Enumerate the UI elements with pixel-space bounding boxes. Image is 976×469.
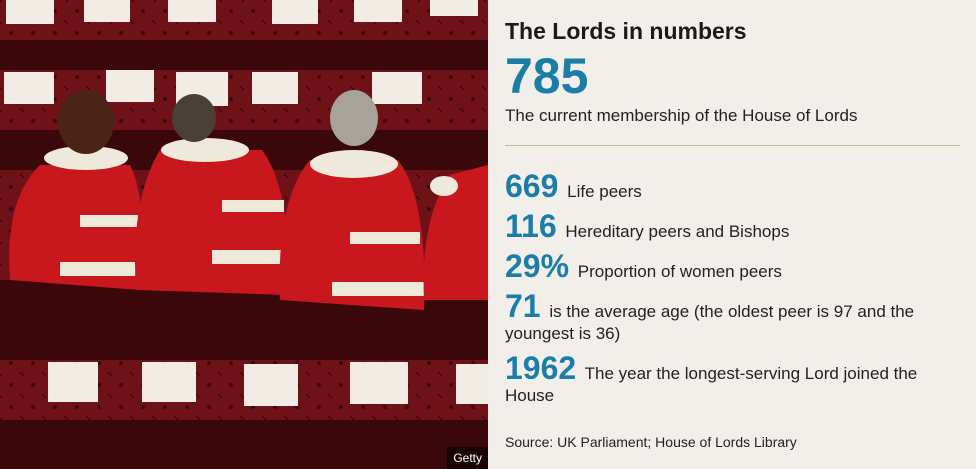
divider (505, 145, 960, 146)
stat-life-peers: 669 Life peers (505, 170, 955, 203)
stat-number: 29% (505, 248, 570, 284)
stat-women-peers: 29% Proportion of women peers (505, 250, 955, 283)
headline-caption: The current membership of the House of L… (505, 106, 858, 125)
photo-credit: Getty (447, 447, 488, 469)
panel-title: The Lords in numbers (505, 18, 747, 44)
stat-number: 116 (505, 208, 557, 244)
stat-hereditary-peers: 116 Hereditary peers and Bishops (505, 210, 955, 243)
stat-number: 1962 (505, 350, 577, 386)
stat-text: The year the longest-serving Lord joined… (505, 364, 918, 405)
lords-photo: Getty (0, 0, 488, 469)
stat-text: is the average age (the oldest peer is 9… (505, 302, 915, 343)
stat-text: Hereditary peers and Bishops (565, 222, 790, 241)
stat-number: 71 (505, 288, 541, 324)
stat-average-age: 71 is the average age (the oldest peer i… (505, 290, 955, 345)
stats-panel: The Lords in numbers 785 The current mem… (505, 0, 960, 469)
stat-longest-serving: 1962 The year the longest-serving Lord j… (505, 352, 955, 407)
headline-number: 785 (505, 48, 589, 104)
stat-number: 669 (505, 168, 559, 204)
source-note: Source: UK Parliament; House of Lords Li… (505, 434, 797, 450)
stat-text: Life peers (567, 182, 642, 201)
stat-text: Proportion of women peers (577, 262, 782, 281)
lords-photo-illustration (0, 0, 488, 469)
